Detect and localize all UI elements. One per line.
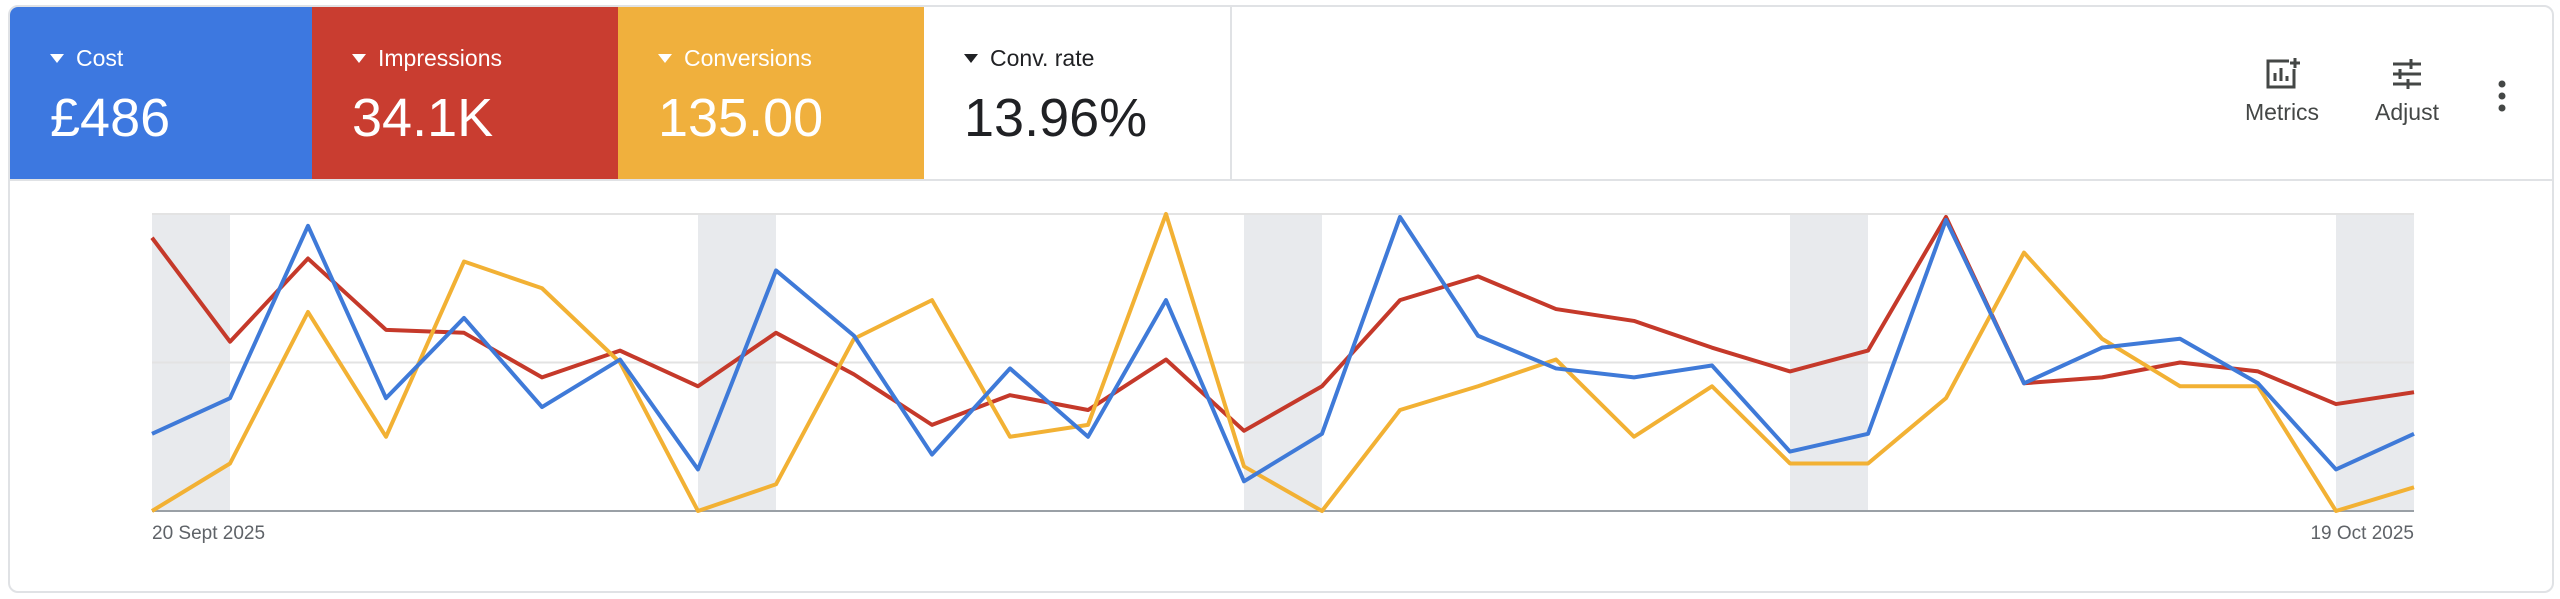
series-line bbox=[150, 214, 2415, 433]
performance-card: Cost £486 Impressions 34.1K Conversions 135… bbox=[8, 5, 2554, 593]
metric-label: Impressions bbox=[378, 45, 502, 71]
metric-card[interactable]: Impressions 34.1K bbox=[312, 7, 618, 179]
metric-card[interactable]: Conv. rate 13.96% bbox=[924, 7, 1232, 179]
metric-value: 135.00 bbox=[658, 88, 824, 148]
metric-card[interactable]: Conversions 135.00 bbox=[618, 7, 924, 179]
metrics-button[interactable]: Metrics bbox=[2232, 57, 2332, 126]
metrics-icon bbox=[2266, 57, 2301, 89]
more-menu[interactable] bbox=[2492, 77, 2512, 117]
series-line bbox=[150, 212, 2415, 513]
adjust-icon bbox=[2393, 59, 2421, 89]
x-tick-label: 19 Oct 2025 bbox=[2310, 523, 2414, 544]
metric-label: Cost bbox=[76, 45, 124, 71]
metric-card[interactable]: Cost £486 bbox=[10, 7, 316, 179]
x-tick-label: 20 Sept 2025 bbox=[152, 523, 265, 544]
header-divider bbox=[10, 179, 2552, 181]
metric-value: 34.1K bbox=[352, 88, 494, 148]
adjust-label: Adjust bbox=[2375, 99, 2439, 125]
adjust-button[interactable]: Adjust bbox=[2357, 57, 2457, 126]
series-line bbox=[151, 214, 2415, 484]
metric-value: £486 bbox=[50, 88, 171, 148]
metrics-label: Metrics bbox=[2244, 99, 2320, 125]
metric-label: Conversions bbox=[684, 45, 812, 71]
metric-label: Conv. rate bbox=[990, 45, 1095, 71]
metric-value: 13.96% bbox=[964, 88, 1148, 148]
chart: 20 Sept 2025 19 Oct 2025 bbox=[150, 212, 2415, 544]
